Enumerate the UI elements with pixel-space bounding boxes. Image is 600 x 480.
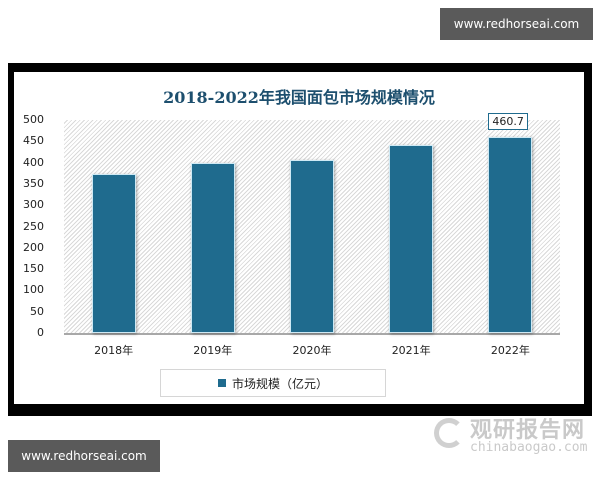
legend-label: 市场规模（亿元） <box>231 376 328 391</box>
bar <box>190 163 235 333</box>
y-tick-label: 500 <box>23 113 44 126</box>
y-tick-label: 250 <box>23 219 44 233</box>
y-tick-label: 200 <box>23 240 44 254</box>
bar <box>91 174 136 333</box>
bar <box>389 145 434 333</box>
y-tick-label: 0 <box>37 326 44 339</box>
chart-panel: 2018-2022年我国面包市场规模情况 500 450 400 350 300 250 2… <box>14 72 587 455</box>
x-tick-label: 2019年 <box>193 344 233 357</box>
y-tick-label: 300 <box>23 198 44 212</box>
legend: 市场规模（亿元） <box>160 369 386 397</box>
chart-title: 2018-2022年我国面包市场规模情况 <box>163 88 435 107</box>
data-label: 460.7 <box>488 112 528 130</box>
y-tick-label: 50 <box>30 304 44 318</box>
chinabaogao-logo: 观研报告网 chinabaogao.com <box>430 412 600 462</box>
y-tick-label: 150 <box>23 262 44 276</box>
y-tick-label: 350 <box>23 176 44 190</box>
swirl-icon <box>434 418 464 448</box>
y-tick-label: 100 <box>23 283 44 297</box>
y-tick-label: 450 <box>23 134 44 148</box>
legend-swatch <box>217 379 226 387</box>
watermark-bottom: www.redhorseai.com <box>8 440 160 472</box>
x-axis-line <box>64 333 560 335</box>
x-tick-label: 2018年 <box>94 344 134 357</box>
logo-en: chinabaogao.com <box>470 440 588 455</box>
bar <box>488 136 533 333</box>
y-tick-label: 400 <box>23 155 44 169</box>
x-tick-label: 2022年 <box>490 344 530 357</box>
watermark-top: www.redhorseai.com <box>440 8 593 40</box>
bar <box>290 160 334 333</box>
logo-cn: 观研报告网 <box>470 418 586 443</box>
x-tick-label: 2021年 <box>391 344 431 357</box>
x-tick-label: 2020年 <box>292 344 332 357</box>
